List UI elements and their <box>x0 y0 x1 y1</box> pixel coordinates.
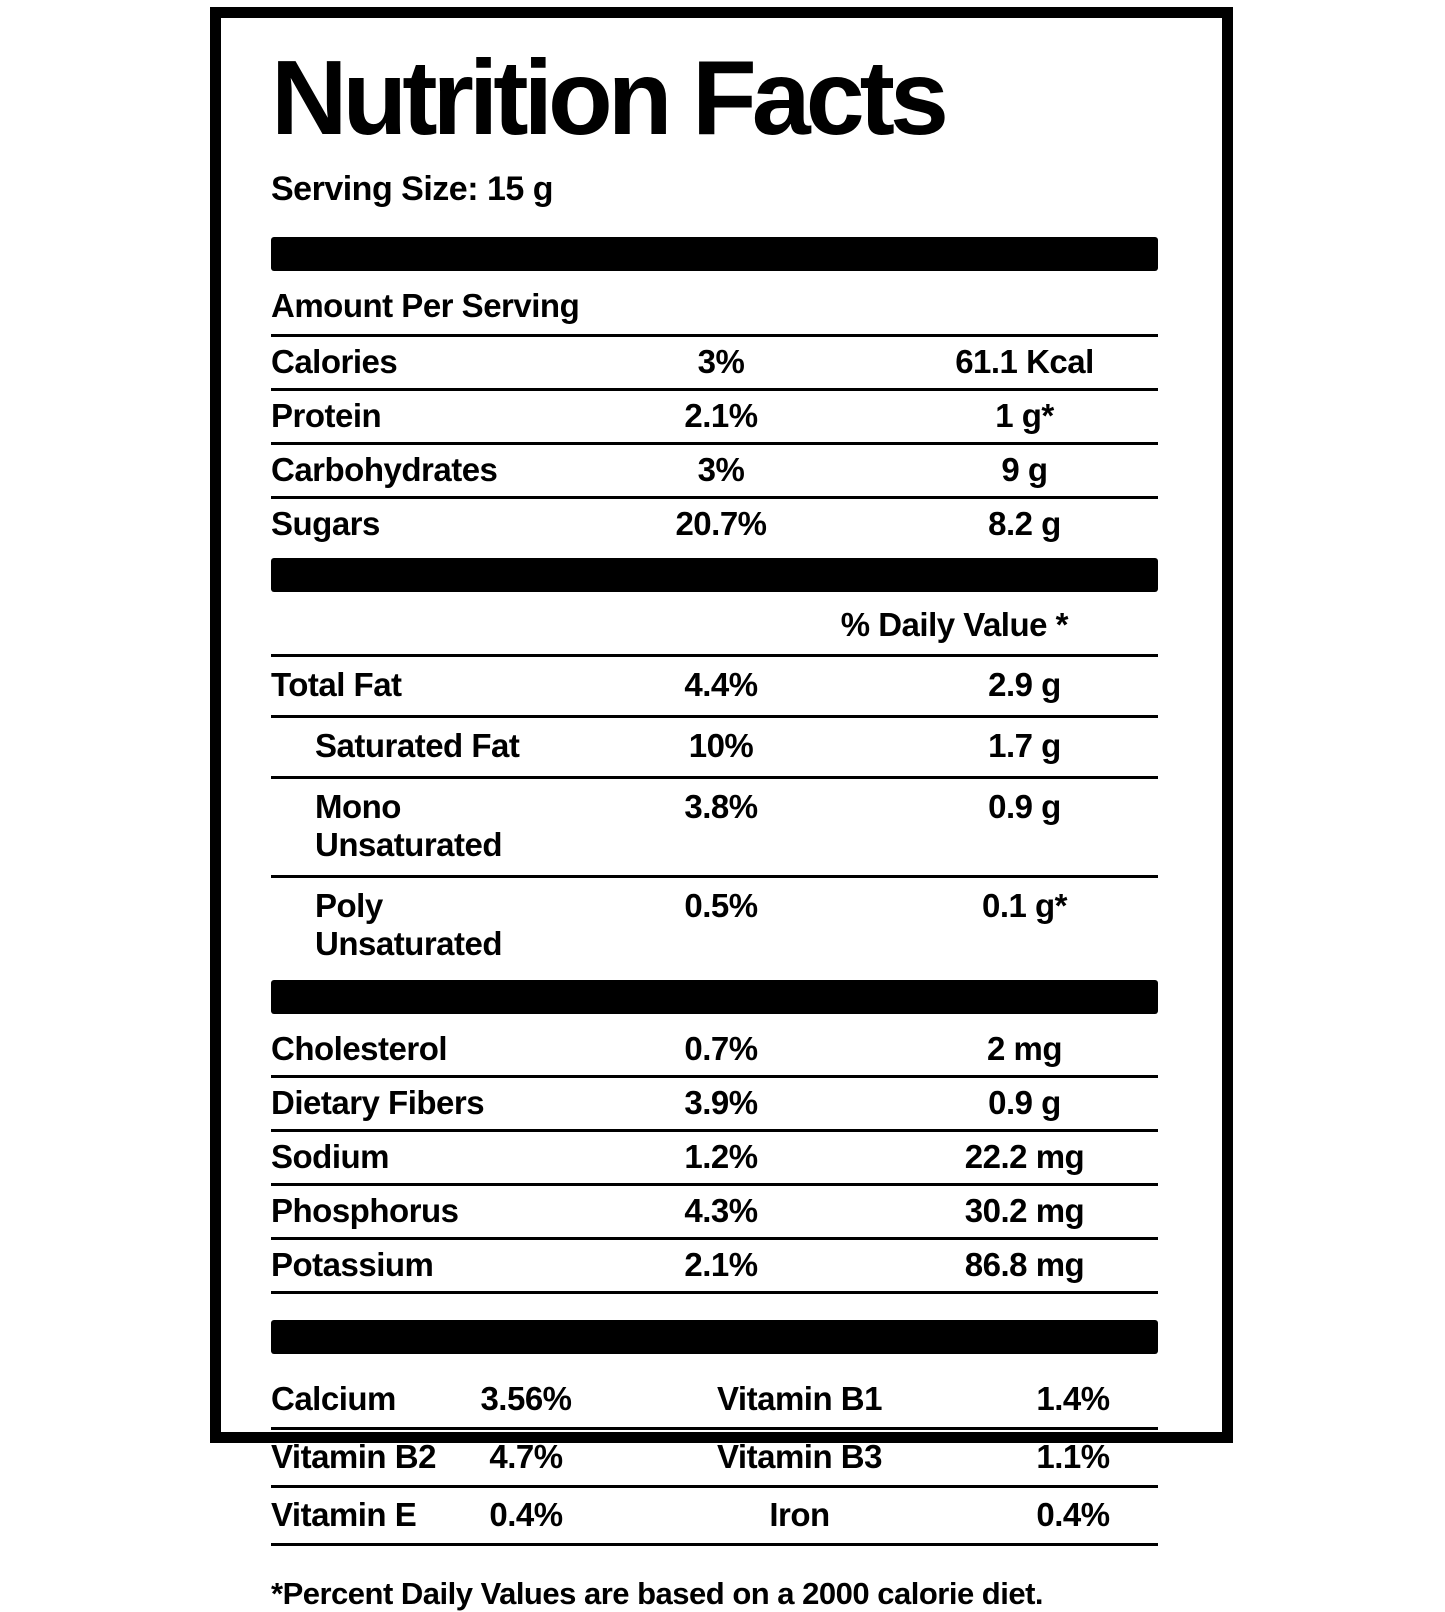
vitamin-name: Vitamin B1 <box>717 1380 882 1418</box>
vitamin-row: Calcium 3.56% Vitamin B1 1.4% <box>271 1372 1158 1431</box>
nutrient-amount: 30.2 mg <box>964 1192 1085 1230</box>
nutrient-row: Mono Unsaturated 3.8% 0.9 g <box>271 779 1158 879</box>
nutrient-name: Sodium <box>271 1138 390 1176</box>
amount-per-serving-header: Amount Per Serving <box>271 281 1158 338</box>
serving-size: Serving Size: 15 g <box>271 170 554 209</box>
label-content: Nutrition Facts Serving Size: 15 g Amoun… <box>221 18 1222 1612</box>
divider-bar <box>271 237 1158 272</box>
nutrient-name: Saturated Fat <box>315 727 520 765</box>
nutrient-amount: 0.1 g* <box>981 887 1068 925</box>
nutrient-row: Sugars 20.7% 8.2 g <box>271 499 1158 550</box>
vitamin-name: Vitamin B2 <box>271 1438 436 1476</box>
nutrient-row: Dietary Fibers 3.9% 0.9 g <box>271 1078 1158 1133</box>
divider-bar <box>271 980 1158 1015</box>
vitamin-value: 0.4% <box>489 1496 563 1534</box>
divider-bar <box>271 558 1158 593</box>
nutrient-name: Protein <box>271 397 382 435</box>
nutrient-name: Phosphorus <box>271 1192 459 1230</box>
label-title: Nutrition Facts <box>271 39 949 157</box>
nutrient-row: Potassium 2.1% 86.8 mg <box>271 1240 1158 1295</box>
vitamin-row: Vitamin E 0.4% Iron 0.4% <box>271 1488 1158 1547</box>
vitamin-value: 0.4% <box>1036 1496 1110 1534</box>
vitamin-value: 1.4% <box>1036 1380 1110 1418</box>
nutrient-name: Dietary Fibers <box>271 1084 485 1122</box>
nutrient-name: Mono Unsaturated <box>315 788 503 864</box>
nutrient-row: Sodium 1.2% 22.2 mg <box>271 1132 1158 1187</box>
nutrient-percent: 3.9% <box>684 1084 758 1122</box>
nutrient-amount: 9 g <box>1001 451 1048 489</box>
nutrient-amount: 8.2 g <box>988 505 1061 543</box>
main-nutrients-section: Calories 3% 61.1 Kcal Protein 2.1% 1 g* … <box>271 337 1158 550</box>
nutrient-amount: 22.2 mg <box>964 1138 1085 1176</box>
daily-value-header: % Daily Value * <box>271 592 1158 658</box>
nutrient-row: Saturated Fat 10% 1.7 g <box>271 718 1158 780</box>
minerals-section: Cholesterol 0.7% 2 mg Dietary Fibers 3.9… <box>271 1024 1158 1295</box>
nutrient-percent: 4.4% <box>684 666 758 704</box>
nutrient-name: Cholesterol <box>271 1030 448 1068</box>
nutrient-percent: 1.2% <box>684 1138 758 1176</box>
nutrient-row: Cholesterol 0.7% 2 mg <box>271 1024 1158 1079</box>
nutrient-row: Carbohydrates 3% 9 g <box>271 445 1158 500</box>
vitamin-name: Vitamin B3 <box>717 1438 882 1476</box>
vitamin-row: Vitamin B2 4.7% Vitamin B3 1.1% <box>271 1430 1158 1489</box>
nutrient-row: Calories 3% 61.1 Kcal <box>271 337 1158 392</box>
divider-bar <box>271 1320 1158 1355</box>
nutrient-percent: 2.1% <box>684 1246 758 1284</box>
vitamin-name: Calcium <box>271 1380 396 1418</box>
vitamin-value: 3.56% <box>480 1380 572 1418</box>
vitamin-name: Vitamin E <box>271 1496 417 1534</box>
footnote: *Percent Daily Values are based on a 200… <box>271 1576 1044 1612</box>
nutrient-percent: 4.3% <box>684 1192 758 1230</box>
nutrient-amount: 2.9 g <box>988 666 1061 704</box>
nutrient-row: Total Fat 4.4% 2.9 g <box>271 657 1158 719</box>
nutrient-percent: 2.1% <box>684 397 758 435</box>
nutrient-amount: 1 g* <box>995 397 1054 435</box>
nutrition-label: Nutrition Facts Serving Size: 15 g Amoun… <box>210 7 1233 1611</box>
nutrient-name: Potassium <box>271 1246 434 1284</box>
nutrient-amount: 0.9 g <box>988 788 1061 826</box>
vitamin-value: 4.7% <box>489 1438 563 1476</box>
nutrient-percent: 3% <box>697 451 745 489</box>
nutrient-percent: 3% <box>697 343 745 381</box>
nutrient-amount: 1.7 g <box>988 727 1061 765</box>
fats-section: Total Fat 4.4% 2.9 g Saturated Fat 10% 1… <box>271 657 1158 974</box>
vitamin-name: Iron <box>769 1496 830 1534</box>
nutrient-percent: 3.8% <box>684 788 758 826</box>
nutrient-name: Poly Unsaturated <box>315 887 503 963</box>
vitamin-value: 1.1% <box>1036 1438 1110 1476</box>
nutrient-row: Protein 2.1% 1 g* <box>271 391 1158 446</box>
nutrient-name: Carbohydrates <box>271 451 498 489</box>
nutrient-amount: 61.1 Kcal <box>955 343 1094 381</box>
nutrient-percent: 0.7% <box>684 1030 758 1068</box>
nutrient-percent: 0.5% <box>684 887 758 925</box>
nutrient-name: Sugars <box>271 505 380 543</box>
nutrient-percent: 20.7% <box>675 505 767 543</box>
nutrient-amount: 0.9 g <box>988 1084 1061 1122</box>
nutrient-amount: 86.8 mg <box>964 1246 1085 1284</box>
nutrient-name: Total Fat <box>271 666 402 704</box>
nutrient-percent: 10% <box>688 727 754 765</box>
vitamins-section: Calcium 3.56% Vitamin B1 1.4% Vitamin B2… <box>271 1372 1158 1547</box>
nutrient-amount: 2 mg <box>986 1030 1063 1068</box>
nutrient-row: Phosphorus 4.3% 30.2 mg <box>271 1186 1158 1241</box>
nutrient-name: Calories <box>271 343 398 381</box>
nutrient-row: Poly Unsaturated 0.5% 0.1 g* <box>271 878 1158 974</box>
